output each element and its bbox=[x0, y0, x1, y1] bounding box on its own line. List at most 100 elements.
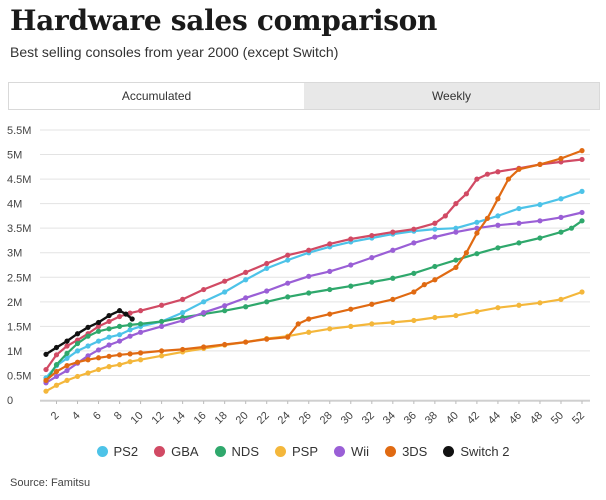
data-point-3ds bbox=[295, 321, 301, 327]
data-point-wii bbox=[453, 229, 459, 235]
data-point-wii bbox=[201, 310, 207, 316]
x-tick-label: 14 bbox=[171, 410, 188, 427]
x-tick-label: 44 bbox=[486, 410, 503, 427]
tab-weekly[interactable]: Weekly bbox=[304, 83, 599, 109]
data-point-3ds bbox=[264, 336, 270, 342]
data-point-psp bbox=[369, 321, 375, 327]
legend-swatch-switch-2 bbox=[443, 445, 455, 457]
data-point-gba bbox=[106, 318, 112, 325]
data-point-wii bbox=[137, 329, 144, 335]
x-tick-label: 18 bbox=[213, 410, 230, 427]
data-point-psp bbox=[137, 357, 144, 363]
legend-item-nds[interactable]: NDS bbox=[214, 444, 259, 459]
data-point-wii bbox=[180, 317, 186, 324]
data-point-wii bbox=[159, 323, 165, 329]
data-point-gba bbox=[442, 213, 448, 219]
x-tick-label: 10 bbox=[129, 410, 146, 427]
data-point-wii bbox=[127, 333, 133, 339]
legend-label-psp: PSP bbox=[292, 443, 319, 459]
data-point-3ds bbox=[74, 359, 81, 365]
data-point-nds bbox=[159, 318, 165, 325]
x-tick-label: 30 bbox=[339, 410, 356, 427]
data-point-gba bbox=[264, 260, 270, 267]
data-point-gba bbox=[579, 156, 585, 163]
legend-swatch-gba bbox=[154, 445, 166, 457]
data-point-nds bbox=[348, 283, 354, 289]
data-point-3ds bbox=[53, 368, 60, 375]
data-point-wii bbox=[327, 268, 333, 274]
data-point-3ds bbox=[159, 348, 165, 354]
chart-title: Hardware sales comparison bbox=[10, 4, 438, 37]
x-tick-label: 16 bbox=[192, 410, 209, 427]
x-tick-label: 40 bbox=[444, 410, 461, 427]
data-point-nds bbox=[453, 257, 459, 263]
data-point-nds bbox=[537, 235, 543, 241]
y-tick-label: 3.5M bbox=[7, 223, 31, 235]
series-line-gba bbox=[45, 158, 583, 371]
data-point-wii bbox=[369, 255, 375, 261]
data-point-ps2 bbox=[558, 196, 564, 202]
data-point-wii bbox=[243, 295, 249, 301]
data-point-psp bbox=[537, 300, 543, 306]
data-point-3ds bbox=[505, 176, 512, 182]
data-point-3ds bbox=[95, 355, 102, 361]
data-point-ps2 bbox=[264, 265, 270, 272]
tab-accumulated[interactable]: Accumulated bbox=[9, 83, 304, 109]
legend-item-psp[interactable]: PSP bbox=[275, 444, 318, 459]
y-tick-label: 0.5M bbox=[7, 370, 31, 382]
data-point-psp bbox=[495, 305, 501, 311]
data-point-nds bbox=[285, 294, 291, 300]
data-point-3ds bbox=[64, 363, 70, 369]
legend-item-wii[interactable]: Wii bbox=[334, 444, 369, 459]
x-tick-label: 50 bbox=[549, 410, 566, 427]
data-point-ps2 bbox=[516, 205, 522, 212]
data-point-3ds bbox=[453, 264, 459, 271]
data-point-nds bbox=[390, 275, 396, 281]
data-point-gba bbox=[484, 171, 491, 177]
data-point-ps2 bbox=[106, 334, 112, 340]
data-point-ps2 bbox=[116, 332, 123, 338]
data-point-psp bbox=[95, 366, 102, 373]
data-point-gba bbox=[201, 286, 207, 293]
x-tick-label: 24 bbox=[276, 410, 293, 427]
data-point-wii bbox=[432, 234, 438, 240]
data-point-switch-2 bbox=[53, 344, 60, 351]
data-point-psp bbox=[558, 296, 564, 302]
data-point-ps2 bbox=[243, 277, 249, 283]
data-point-3ds bbox=[201, 344, 207, 350]
data-point-nds bbox=[85, 333, 91, 339]
x-tick-label: 26 bbox=[297, 410, 314, 427]
data-point-3ds bbox=[137, 350, 144, 356]
data-point-gba bbox=[453, 201, 459, 207]
legend-item-switch-2[interactable]: Switch 2 bbox=[443, 444, 510, 459]
legend-item-3ds[interactable]: 3DS bbox=[385, 444, 427, 459]
data-point-3ds bbox=[127, 351, 133, 357]
data-point-switch-2 bbox=[64, 338, 70, 344]
data-point-psp bbox=[74, 373, 81, 380]
legend-item-ps2[interactable]: PS2 bbox=[96, 444, 138, 459]
data-point-gba bbox=[127, 310, 133, 316]
data-point-switch-2 bbox=[129, 316, 135, 322]
x-tick-label: 38 bbox=[423, 410, 440, 427]
data-point-3ds bbox=[43, 377, 49, 383]
legend-item-gba[interactable]: GBA bbox=[154, 444, 199, 459]
data-point-3ds bbox=[285, 334, 291, 340]
data-point-psp bbox=[53, 382, 60, 388]
data-point-nds bbox=[558, 229, 564, 235]
y-tick-label: 2.5M bbox=[7, 272, 31, 284]
data-point-wii bbox=[495, 222, 501, 228]
data-point-3ds bbox=[222, 341, 228, 348]
data-point-psp bbox=[64, 377, 70, 383]
legend-label-wii: Wii bbox=[351, 443, 370, 459]
data-point-gba bbox=[463, 191, 469, 197]
data-point-switch-2 bbox=[116, 308, 123, 314]
data-point-psp bbox=[43, 388, 49, 394]
data-point-switch-2 bbox=[106, 312, 112, 319]
data-point-switch-2 bbox=[95, 319, 102, 326]
series-gba bbox=[43, 156, 585, 373]
data-point-psp bbox=[159, 353, 165, 359]
data-point-3ds bbox=[474, 230, 480, 236]
chart-legend: PS2 GBA NDS PSP Wii 3DS Switch 2 bbox=[0, 440, 606, 462]
data-point-3ds bbox=[390, 296, 396, 302]
data-point-nds bbox=[116, 323, 123, 329]
